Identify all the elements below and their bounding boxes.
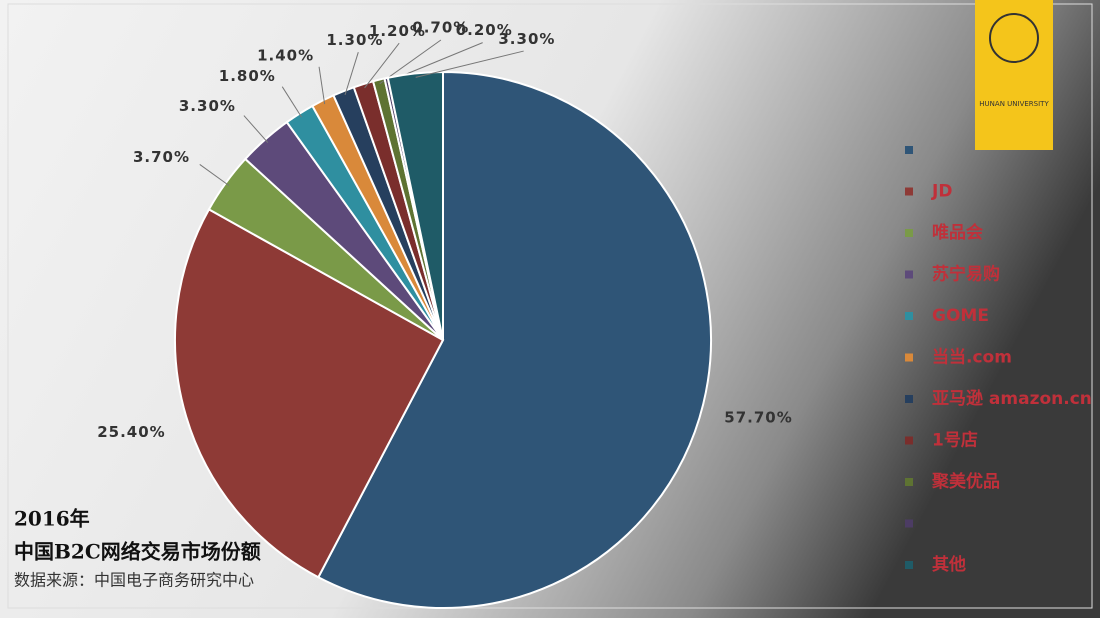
source-note: 数据来源：中国电子商务研究中心 <box>14 571 254 590</box>
legend-label: 苏宁易购 <box>932 264 1000 285</box>
leader-line <box>415 50 524 78</box>
legend-swatch <box>905 146 913 154</box>
data-label: 0.70% <box>412 19 469 37</box>
logo-text: HUNAN UNIVERSITY <box>979 100 1049 108</box>
legend-swatch <box>905 436 913 445</box>
leader-line <box>199 164 230 186</box>
leader-line <box>364 42 400 89</box>
legend-label: 唯品会 <box>932 222 983 243</box>
legend-label: 其他 <box>932 554 966 575</box>
leader-line <box>318 66 326 105</box>
data-label: 1.40% <box>257 46 314 64</box>
legend-swatch <box>905 519 913 528</box>
legend-label: GOME <box>932 306 989 326</box>
frame <box>7 3 1093 609</box>
logo-box <box>975 0 1053 150</box>
data-label: 1.80% <box>219 67 276 85</box>
data-label: 25.40% <box>97 423 165 441</box>
leader-line <box>243 115 269 143</box>
legend-label: 1号店 <box>932 430 978 451</box>
legend-swatch <box>905 312 913 320</box>
legend-swatch <box>905 353 913 362</box>
leader-line <box>344 52 359 95</box>
legend-swatch <box>905 395 913 403</box>
logo-circle <box>989 13 1039 63</box>
legend-swatch <box>905 561 913 569</box>
legend-label: 当当.com <box>932 347 1012 368</box>
data-label: 57.70% <box>724 408 792 426</box>
chart-subtitle: 中国B2C网络交易市场份额 <box>14 540 261 564</box>
legend-label: 亚马逊 amazon.cn <box>932 389 1092 409</box>
data-label: 3.30% <box>179 97 236 115</box>
leader-line <box>281 86 302 118</box>
data-label: 3.30% <box>498 30 555 48</box>
data-label: 1.20% <box>369 22 426 40</box>
legend-label: JD <box>931 182 952 202</box>
pie-slice <box>174 208 445 579</box>
legend-swatch <box>905 270 913 279</box>
legend-swatch <box>905 229 913 237</box>
data-label: 3.70% <box>133 148 190 166</box>
legend-swatch <box>905 187 913 196</box>
data-label: 1.30% <box>326 31 383 49</box>
legend-swatch <box>905 478 913 486</box>
pie-slice <box>316 70 712 609</box>
chart-title: 2016年 <box>14 507 90 531</box>
pie-slice <box>386 70 444 341</box>
data-label: 0.20% <box>456 21 513 39</box>
legend-label: 聚美优品 <box>931 471 1000 492</box>
